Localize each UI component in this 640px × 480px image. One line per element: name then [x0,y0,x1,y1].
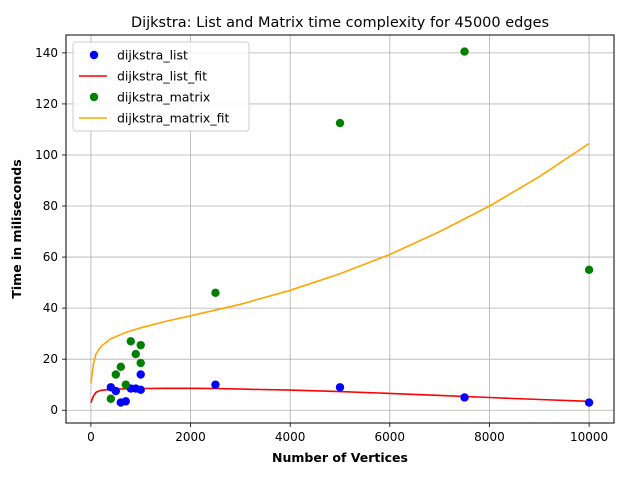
dijkstra_list-point [111,386,121,396]
dijkstra_matrix-point [211,288,220,298]
y-axis-title: Time in miliseconds [9,159,24,298]
plot-frame [65,34,615,424]
y-tick-label: 0 [50,403,58,417]
y-tick-label: 100 [35,148,58,162]
y-tick-label: 20 [43,352,58,366]
x-tick-label: 10000 [570,430,608,444]
plot-series [90,47,594,407]
y-tick-label: 40 [43,301,58,315]
dijkstra_matrix-point [106,394,116,403]
legend-label: dijkstra_list_fit [117,69,207,84]
y-tick-label: 140 [35,46,58,60]
legend-marker [89,50,99,60]
dijkstra_matrix-point [131,349,140,359]
legend-label: dijkstra_list [117,48,188,63]
dijkstra_matrix-point [584,265,594,275]
grid [66,35,614,423]
dijkstra_matrix_fit-line [90,142,590,384]
dijkstra_list-point [584,398,594,407]
legend-box [72,41,250,132]
x-tick-label: 0 [87,430,95,444]
dijkstra_matrix-point [111,370,121,379]
legend: dijkstra_list dijkstra_list_fit dijkstra_m… [72,41,250,132]
dijkstra_matrix-point [121,380,130,389]
dijkstra_list-point [211,380,220,389]
dijkstra_matrix-point [460,47,469,56]
dijkstra_list-point [136,385,145,395]
x-tick-label: 2000 [175,430,206,444]
dijkstra_matrix-point [136,358,145,368]
dijkstra_list-point [136,370,145,379]
dijkstra_list_fit-line [90,387,590,403]
y-tick-label: 60 [43,250,58,264]
legend-label: dijkstra_matrix [117,90,210,105]
dijkstra_list-point [335,383,345,392]
y-tick-label: 80 [43,199,58,213]
legend-marker [89,92,99,102]
dijkstra_matrix-point [126,337,135,346]
legend-label: dijkstra_matrix_fit [117,111,229,126]
dijkstra_matrix-point [335,118,345,128]
x-axis-title: Number of Vertices [272,450,408,465]
dijkstra_matrix-point [136,340,145,350]
dijkstra_list-point [460,393,469,402]
axis-ticks: 0 2000 4000 6000 8000 10000 0 20 40 60 80 100 120 140 [35,46,608,444]
chart-title: Dijkstra: List and Matrix time complexit… [131,15,549,31]
y-tick-label: 120 [35,97,58,111]
dijkstra_list-point [121,397,130,406]
dijkstra_matrix-point [116,362,126,372]
x-tick-label: 6000 [375,430,406,444]
x-tick-label: 8000 [474,430,505,444]
x-tick-label: 4000 [275,430,306,444]
